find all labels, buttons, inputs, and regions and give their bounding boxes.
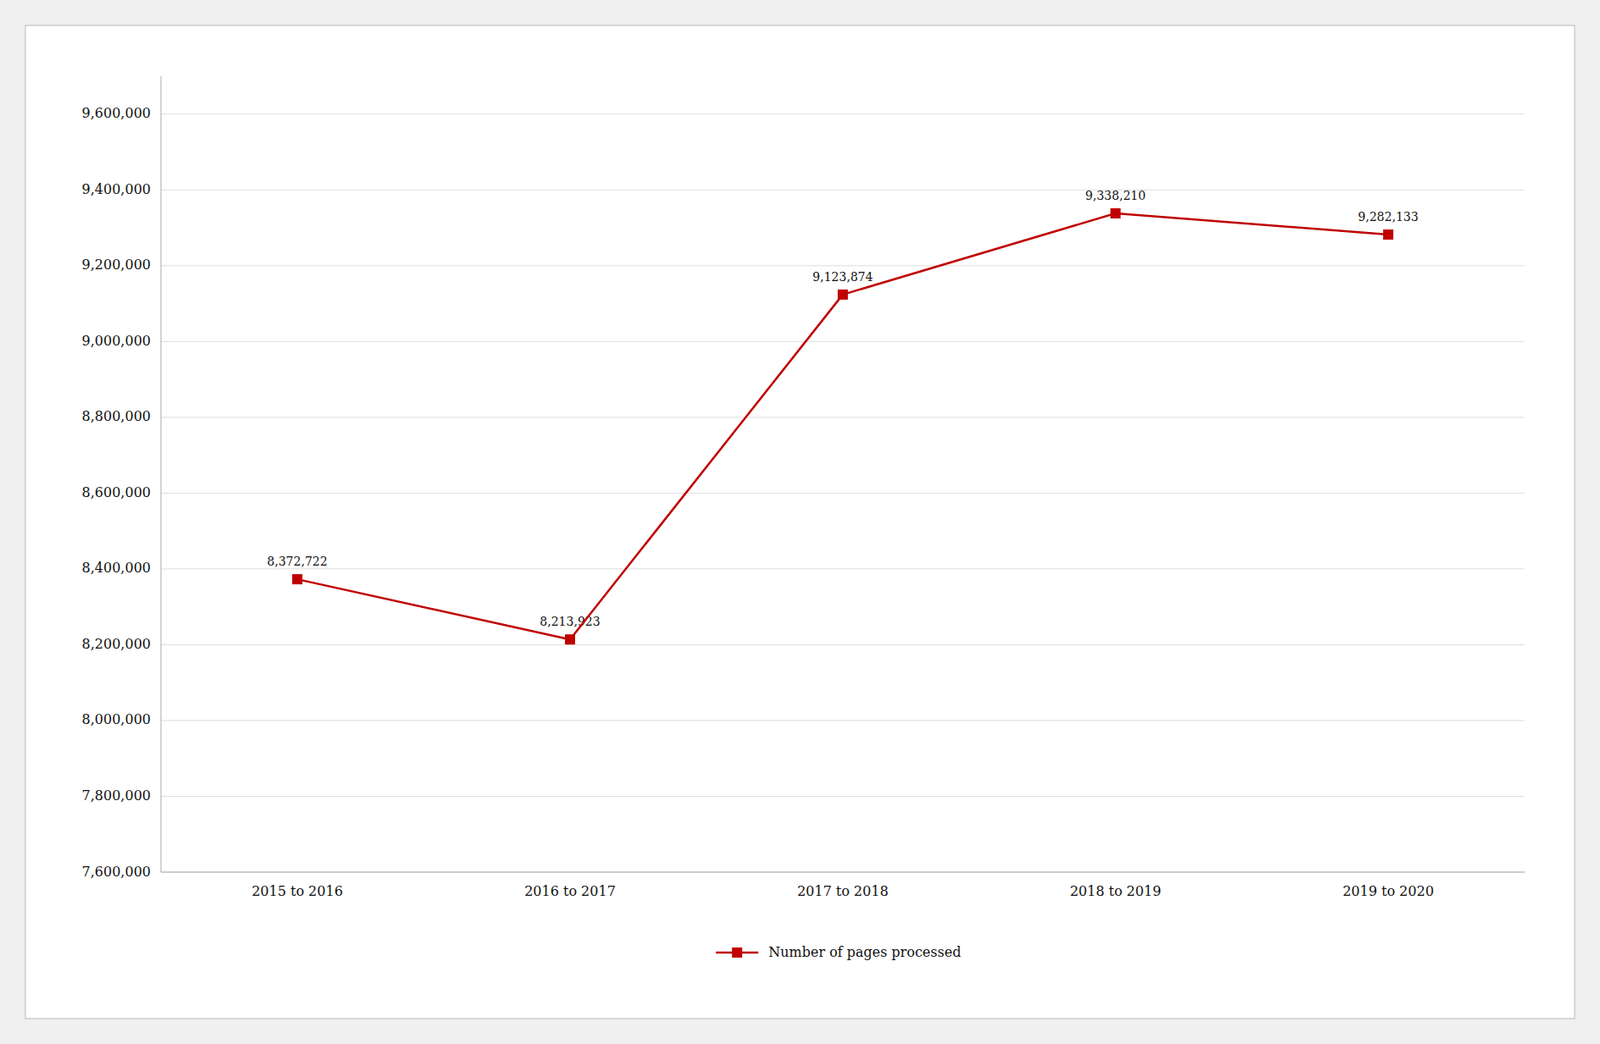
- y-tick-label: 9,200,000: [82, 256, 151, 273]
- y-tick-label: 9,000,000: [82, 332, 151, 349]
- legend-marker: [731, 947, 742, 958]
- data-label: 8,213,923: [539, 614, 600, 629]
- x-tick-label: 2016 to 2017: [524, 883, 616, 900]
- grid-line: [160, 265, 1525, 266]
- x-tick-label: 2018 to 2019: [1069, 883, 1162, 900]
- grid-line: [160, 644, 1525, 646]
- y-axis: 7,600,000 7,800,000 8,000,000 8,200,000 8,40…: [82, 76, 161, 881]
- background: [0, 0, 1600, 1044]
- grid-line: [160, 416, 1525, 418]
- data-label: 9,338,210: [1085, 188, 1146, 203]
- data-label: 9,282,133: [1357, 210, 1418, 224]
- x-axis: 2015 to 2016 2016 to 2017 2017 to 2018 2018…: [160, 872, 1525, 900]
- grid-line: [160, 189, 1525, 191]
- x-tick-label: 2019 to 2020: [1342, 883, 1434, 900]
- y-tick-label: 8,200,000: [82, 636, 151, 653]
- series: [292, 208, 1394, 645]
- x-tick-label: 2017 to 2018: [797, 883, 889, 900]
- grid-line: [160, 872, 1525, 874]
- y-tick-label: 9,400,000: [82, 181, 151, 198]
- data-labels: 8,372,722 8,213,923 9,123,874 9,338,210 9,28…: [266, 188, 1418, 629]
- y-tick-label: 8,000,000: [82, 711, 151, 728]
- marker: [1110, 208, 1121, 219]
- y-axis-line: [160, 76, 162, 873]
- grid-line: [160, 568, 1525, 570]
- x-axis-line: [160, 872, 1525, 874]
- grid-line: [160, 796, 1525, 798]
- y-tick-label: 8,400,000: [82, 559, 151, 576]
- panel: [25, 25, 1575, 1019]
- chart: 7,600,000 7,800,000 8,000,000 8,200,000 8,40…: [0, 0, 1600, 1044]
- legend-label: Number of pages processed: [768, 944, 961, 961]
- y-tick-label: 7,800,000: [82, 787, 151, 804]
- grid-line: [160, 719, 1525, 721]
- legend: Number of pages processed: [715, 944, 961, 961]
- grid: [160, 114, 1525, 873]
- data-label: 8,372,722: [266, 554, 327, 569]
- y-tick-label: 9,600,000: [82, 105, 151, 122]
- line: [297, 213, 1389, 640]
- marker: [837, 289, 848, 300]
- x-tick-label: 2015 to 2016: [251, 883, 344, 900]
- data-label: 9,123,874: [812, 270, 873, 284]
- y-tick-label: 8,800,000: [82, 408, 151, 425]
- grid-line: [160, 113, 1525, 115]
- y-tick-label: 7,600,000: [82, 863, 151, 881]
- marker: [564, 634, 576, 645]
- marker: [292, 574, 303, 585]
- grid-line: [160, 492, 1525, 494]
- y-tick-label: 8,600,000: [82, 484, 151, 501]
- marker: [1383, 229, 1394, 240]
- grid-line: [160, 341, 1525, 343]
